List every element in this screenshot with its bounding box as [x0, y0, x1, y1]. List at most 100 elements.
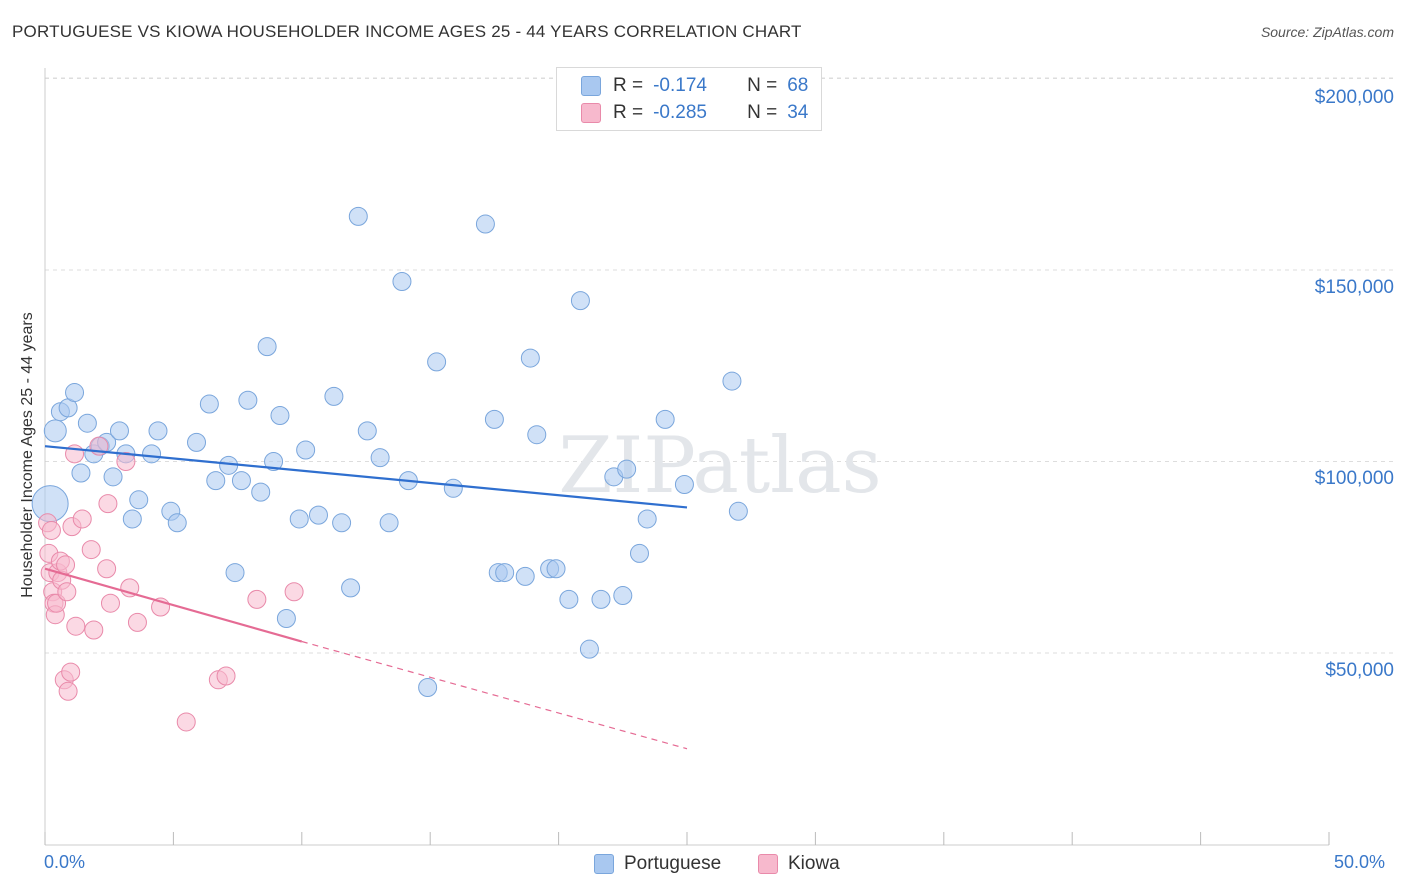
trendline-portuguese: [44, 445, 688, 509]
data-point-portuguese: [206, 471, 226, 491]
legend-r-value: -0.174: [653, 75, 707, 96]
data-point-portuguese: [728, 501, 748, 521]
data-point-portuguese: [276, 609, 296, 629]
y-tick-label-50k: $50,000: [1325, 660, 1394, 681]
data-point-portuguese: [251, 482, 271, 502]
data-point-portuguese: [722, 371, 742, 391]
data-point-portuguese: [570, 291, 590, 311]
data-point-portuguese: [484, 409, 504, 429]
data-point-portuguese: [129, 490, 149, 510]
y-tick-label-100k: $100,000: [1314, 468, 1394, 489]
data-point-portuguese: [418, 677, 438, 697]
trendline-kiowa-extension: [301, 640, 688, 750]
data-point-portuguese: [655, 409, 675, 429]
data-point-portuguese: [264, 452, 284, 471]
data-point-portuguese: [579, 639, 599, 659]
chart-source: Source: ZipAtlas.com: [1260, 24, 1394, 40]
chart-title: PORTUGUESE VS KIOWA HOUSEHOLDER INCOME A…: [12, 22, 802, 41]
watermark-logo: ZIPatlas: [558, 421, 881, 511]
data-point-portuguese: [238, 390, 258, 410]
data-point-kiowa: [81, 540, 101, 560]
legend-label-portuguese: Portuguese: [624, 853, 722, 874]
data-point-kiowa: [127, 612, 147, 632]
data-point-portuguese: [357, 421, 377, 441]
legend-n-label: N =: [747, 75, 778, 96]
y-tick-label-150k: $150,000: [1314, 277, 1394, 298]
x-tick-label-min: 0.0%: [44, 852, 86, 872]
data-point-portuguese: [443, 478, 463, 498]
data-point-kiowa: [66, 616, 86, 636]
legend-label-kiowa: Kiowa: [788, 853, 840, 874]
data-point-portuguese: [289, 509, 309, 529]
data-point-kiowa: [57, 582, 77, 602]
data-point-kiowa: [100, 593, 120, 613]
legend-n-value: 34: [787, 102, 809, 123]
legend-item-kiowa: Kiowa: [758, 853, 840, 875]
legend-swatch-portuguese: [594, 854, 614, 874]
data-point-portuguese: [370, 448, 390, 468]
y-tick-label-200k: $200,000: [1314, 87, 1394, 108]
data-point-portuguese: [109, 421, 129, 441]
data-point-portuguese: [515, 566, 535, 586]
data-point-kiowa: [56, 555, 76, 575]
data-point-portuguese: [122, 509, 142, 529]
data-point-portuguese: [77, 413, 97, 433]
data-point-portuguese: [341, 578, 361, 598]
data-point-kiowa: [58, 681, 78, 701]
data-point-portuguese: [392, 271, 412, 291]
data-point-portuguese: [559, 589, 579, 609]
legend-row-portuguese: R = -0.174 N = 68: [581, 74, 808, 98]
data-point-kiowa: [284, 582, 304, 602]
data-point-portuguese: [332, 513, 352, 533]
legend-swatch-kiowa: [581, 103, 601, 123]
data-point-portuguese: [225, 563, 245, 583]
data-point-kiowa: [72, 509, 92, 529]
data-point-portuguese: [546, 559, 566, 579]
legend-swatch-portuguese: [581, 76, 601, 96]
legend-row-kiowa: R = -0.285 N = 34: [581, 101, 808, 125]
data-point-portuguese: [527, 425, 547, 445]
series-legend: Portuguese Kiowa: [0, 851, 1406, 877]
data-point-portuguese: [167, 513, 187, 533]
data-point-portuguese: [591, 589, 611, 609]
correlation-legend: R = -0.174 N = 68 R = -0.285 N = 34: [556, 67, 822, 131]
data-point-portuguese: [637, 509, 657, 529]
data-point-kiowa: [41, 520, 61, 540]
data-point-kiowa: [216, 666, 236, 686]
data-point-portuguese: [148, 421, 168, 441]
data-point-portuguese: [674, 474, 694, 494]
data-point-portuguese: [617, 459, 637, 479]
data-point-portuguese: [142, 444, 162, 464]
data-point-portuguese: [103, 467, 123, 487]
legend-r-label: R =: [613, 102, 644, 123]
data-point-portuguese: [348, 206, 368, 226]
legend-r-value: -0.285: [653, 102, 707, 123]
data-point-portuguese: [199, 394, 219, 414]
data-point-portuguese: [71, 463, 91, 483]
data-point-portuguese: [43, 419, 67, 443]
legend-swatch-kiowa: [758, 854, 778, 874]
data-point-portuguese: [187, 432, 207, 452]
data-point-portuguese: [475, 214, 495, 234]
legend-n-value: 68: [787, 75, 809, 96]
data-point-portuguese: [270, 406, 290, 426]
legend-n-label: N =: [747, 102, 778, 123]
data-point-kiowa: [61, 662, 81, 682]
data-point-kiowa: [176, 712, 196, 732]
data-point-portuguese: [495, 563, 515, 583]
data-point-portuguese: [65, 383, 85, 403]
data-point-portuguese: [324, 386, 344, 406]
data-point-kiowa: [247, 589, 267, 609]
data-point-portuguese: [296, 440, 316, 460]
legend-item-portuguese: Portuguese: [594, 853, 721, 875]
data-point-portuguese: [427, 352, 447, 372]
x-tick-label-max: 50.0%: [1334, 852, 1386, 872]
trendline-kiowa: [44, 567, 303, 643]
legend-r-label: R =: [613, 75, 644, 96]
data-point-portuguese: [613, 586, 633, 606]
data-point-kiowa: [84, 620, 104, 640]
data-point-kiowa: [97, 559, 117, 579]
data-point-portuguese: [520, 348, 540, 368]
data-point-kiowa: [98, 494, 118, 514]
